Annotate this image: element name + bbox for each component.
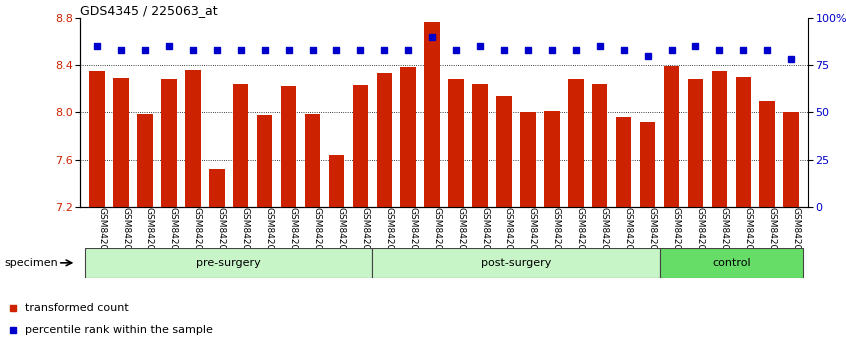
Text: GSM842035: GSM842035	[647, 207, 656, 262]
Bar	[688, 79, 703, 207]
Text: GDS4345 / 225063_at: GDS4345 / 225063_at	[80, 4, 218, 17]
Text: GSM842015: GSM842015	[169, 207, 178, 262]
Bar	[257, 115, 272, 207]
Bar	[497, 96, 512, 207]
Text: GSM842034: GSM842034	[624, 207, 633, 262]
Text: GSM842016: GSM842016	[193, 207, 202, 262]
Bar	[760, 101, 775, 207]
Text: GSM842032: GSM842032	[576, 207, 585, 262]
Bar	[209, 169, 224, 207]
Text: GSM842013: GSM842013	[121, 207, 130, 262]
Bar	[640, 122, 656, 207]
Text: GSM842028: GSM842028	[480, 207, 489, 262]
Bar	[592, 84, 607, 207]
Text: GSM842038: GSM842038	[719, 207, 728, 262]
Text: GSM842014: GSM842014	[145, 207, 154, 262]
Bar	[425, 22, 440, 207]
Bar	[376, 73, 392, 207]
Bar	[783, 113, 799, 207]
Text: specimen: specimen	[4, 258, 58, 268]
Text: GSM842033: GSM842033	[600, 207, 609, 262]
Bar	[281, 86, 296, 207]
Bar	[520, 113, 536, 207]
Bar	[329, 155, 344, 207]
Bar	[711, 71, 728, 207]
Text: GSM842039: GSM842039	[744, 207, 752, 262]
Text: GSM842021: GSM842021	[312, 207, 321, 262]
Text: GSM842040: GSM842040	[767, 207, 777, 262]
Text: GSM842026: GSM842026	[432, 207, 441, 262]
Bar	[472, 84, 488, 207]
Text: GSM842031: GSM842031	[552, 207, 561, 262]
FancyBboxPatch shape	[372, 248, 660, 278]
Bar	[568, 79, 584, 207]
Bar	[137, 114, 153, 207]
Text: GSM842018: GSM842018	[241, 207, 250, 262]
Bar	[185, 70, 201, 207]
FancyBboxPatch shape	[660, 248, 803, 278]
Text: pre-surgery: pre-surgery	[196, 258, 261, 268]
Text: post-surgery: post-surgery	[481, 258, 551, 268]
Bar	[90, 71, 105, 207]
Bar	[448, 79, 464, 207]
Text: GSM842019: GSM842019	[265, 207, 273, 262]
Text: GSM842037: GSM842037	[695, 207, 705, 262]
Text: GSM842020: GSM842020	[288, 207, 298, 262]
Bar	[113, 78, 129, 207]
Bar	[305, 114, 321, 207]
Bar	[735, 77, 751, 207]
Bar	[161, 79, 177, 207]
Bar	[664, 66, 679, 207]
Text: GSM842023: GSM842023	[360, 207, 370, 262]
Bar	[400, 67, 416, 207]
Bar	[616, 117, 631, 207]
Text: GSM842025: GSM842025	[409, 207, 417, 262]
Text: GSM842029: GSM842029	[504, 207, 513, 262]
Text: percentile rank within the sample: percentile rank within the sample	[25, 325, 213, 335]
Text: control: control	[712, 258, 750, 268]
Text: GSM842030: GSM842030	[528, 207, 537, 262]
Text: GSM842041: GSM842041	[791, 207, 800, 262]
Text: transformed count: transformed count	[25, 303, 129, 313]
FancyBboxPatch shape	[85, 248, 372, 278]
Bar	[353, 85, 368, 207]
Bar	[233, 84, 249, 207]
Text: GSM842027: GSM842027	[456, 207, 465, 262]
Bar	[544, 111, 559, 207]
Text: GSM842012: GSM842012	[97, 207, 106, 262]
Text: GSM842022: GSM842022	[337, 207, 345, 262]
Text: GSM842017: GSM842017	[217, 207, 226, 262]
Text: GSM842024: GSM842024	[384, 207, 393, 262]
Text: GSM842036: GSM842036	[672, 207, 680, 262]
